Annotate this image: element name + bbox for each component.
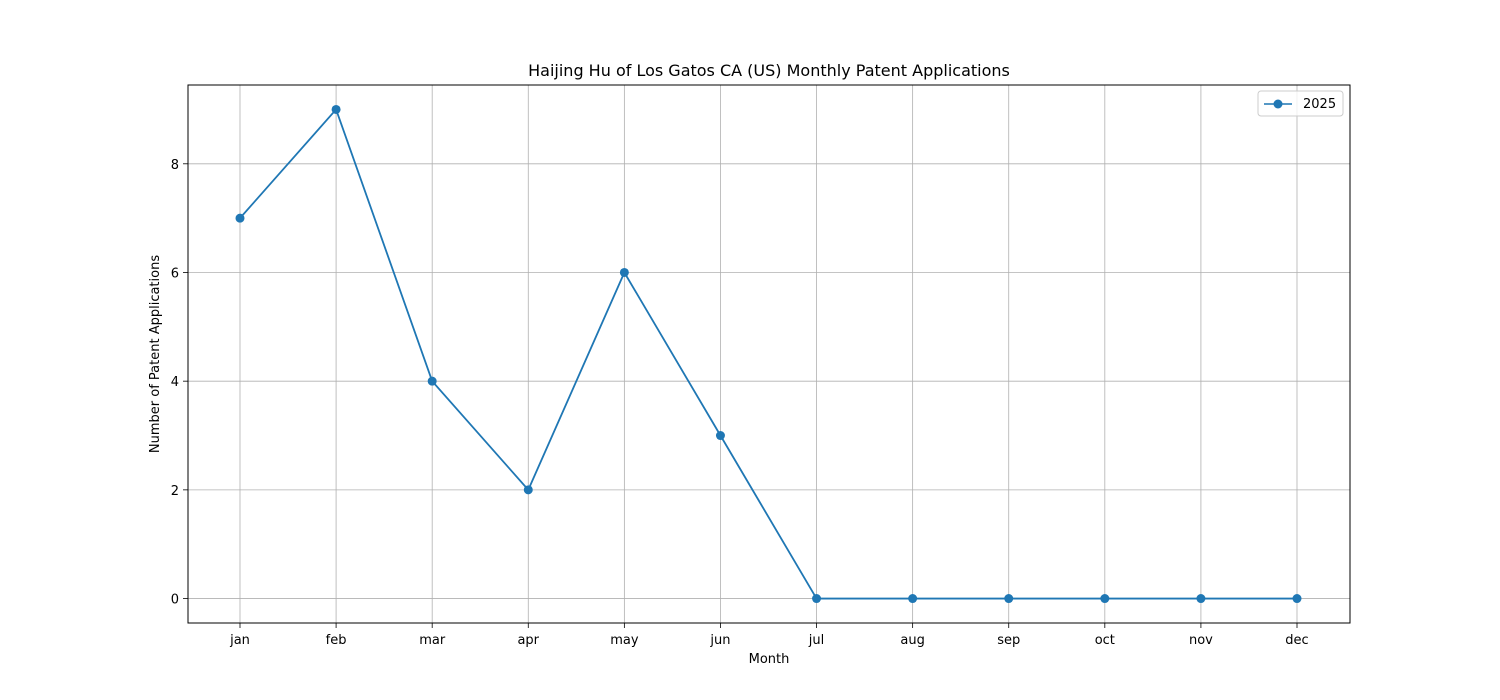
x-tick-label: oct xyxy=(1095,633,1115,648)
x-tick-label: sep xyxy=(997,633,1020,648)
chart-title: Haijing Hu of Los Gatos CA (US) Monthly … xyxy=(528,61,1010,80)
x-tick-label: mar xyxy=(419,633,446,648)
data-point xyxy=(428,377,437,386)
data-point xyxy=(332,105,341,114)
y-tick-label: 6 xyxy=(171,266,179,281)
x-tick-label: jan xyxy=(229,633,250,648)
y-tick-label: 4 xyxy=(171,375,179,390)
data-point xyxy=(1100,594,1109,603)
data-point xyxy=(1004,594,1013,603)
data-point xyxy=(236,214,245,223)
data-point xyxy=(620,268,629,277)
data-point xyxy=(716,431,725,440)
data-point xyxy=(812,594,821,603)
legend: 2025 xyxy=(1258,91,1343,116)
data-point xyxy=(1196,594,1205,603)
x-tick-label: nov xyxy=(1189,633,1213,648)
series-line-2025 xyxy=(240,109,1297,598)
y-tick-label: 0 xyxy=(171,593,179,608)
legend-marker xyxy=(1274,100,1283,109)
legend-label-2025: 2025 xyxy=(1303,97,1336,112)
x-tick-label: jul xyxy=(808,633,824,648)
grid-lines xyxy=(188,85,1350,623)
x-tick-label: aug xyxy=(900,633,924,648)
y-axis-label: Number of Patent Applications xyxy=(148,255,163,453)
x-tick-label: feb xyxy=(326,633,347,648)
y-axis-ticks: 0 2 4 6 8 xyxy=(171,158,188,608)
y-tick-label: 8 xyxy=(171,158,179,173)
data-point xyxy=(1293,594,1302,603)
x-axis-ticks: jan feb mar apr may jun jul aug sep oct nov dec xyxy=(229,623,1309,648)
plot-area-frame xyxy=(188,85,1350,623)
x-tick-label: may xyxy=(610,633,639,648)
data-point xyxy=(908,594,917,603)
y-tick-label: 2 xyxy=(171,484,179,499)
x-tick-label: jun xyxy=(709,633,730,648)
series-layer xyxy=(236,105,1302,603)
x-tick-label: apr xyxy=(517,633,539,648)
data-point xyxy=(524,485,533,494)
x-axis-label: Month xyxy=(749,652,790,667)
x-tick-label: dec xyxy=(1285,633,1308,648)
